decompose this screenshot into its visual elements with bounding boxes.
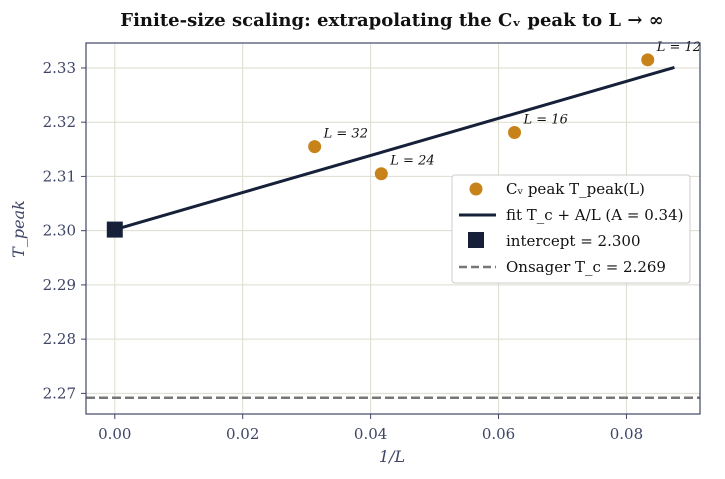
scatter-point (308, 140, 322, 154)
x-tick-label: 0.02 (226, 425, 259, 443)
fit-line (114, 65, 675, 232)
chart-title: Finite-size scaling: extrapolating the C… (120, 10, 663, 31)
fit-line-group (114, 65, 675, 232)
scatter-points (308, 53, 655, 181)
legend-label-scatter: Cᵥ peak T_peak(L) (506, 180, 645, 198)
legend-box (451, 174, 691, 284)
point-annotations: L = 32 L = 24 L = 16 L = 12 (323, 40, 701, 169)
y-tick-label: 2.28 (43, 330, 76, 348)
scatter-point (641, 53, 655, 67)
legend-intercept-swatch (468, 232, 484, 248)
y-tick-label: 2.27 (43, 384, 76, 402)
y-axis-label: T_peak (9, 200, 28, 258)
x-tick-label: 0.04 (354, 425, 387, 443)
y-tick-label: 2.32 (43, 113, 76, 131)
point-annotation: L = 16 (523, 112, 568, 127)
intercept-marker-group (106, 221, 123, 238)
x-tick-label: 0.00 (98, 425, 131, 443)
scatter-point (374, 167, 388, 181)
legend-label-onsager: Onsager T_c = 2.269 (506, 258, 666, 276)
legend: Cᵥ peak T_peak(L) fit T_c + A/L (A = 0.3… (451, 174, 691, 284)
point-annotation: L = 32 (323, 127, 368, 142)
x-tick-label: 0.08 (610, 425, 643, 443)
y-tick-label: 2.30 (43, 222, 76, 240)
legend-label-intercept: intercept = 2.300 (506, 232, 641, 250)
point-annotation: L = 12 (656, 40, 701, 55)
y-tick-label: 2.31 (43, 167, 76, 185)
point-annotation: L = 24 (389, 154, 434, 169)
x-tick-label: 0.06 (482, 425, 515, 443)
scatter-point (508, 125, 522, 139)
x-axis-label: 1/L (379, 447, 405, 466)
plot-frame (85, 42, 701, 415)
y-axis-ticks: 2.27 2.28 2.29 2.30 2.31 2.32 2.33 (43, 59, 86, 402)
intercept-marker (106, 221, 123, 238)
legend-label-fit: fit T_c + A/L (A = 0.34) (506, 206, 683, 224)
legend-scatter-swatch (469, 182, 483, 196)
y-tick-label: 2.33 (43, 59, 76, 77)
y-tick-label: 2.29 (43, 276, 76, 294)
x-axis-ticks: 0.00 0.02 0.04 0.06 0.08 (98, 414, 643, 443)
